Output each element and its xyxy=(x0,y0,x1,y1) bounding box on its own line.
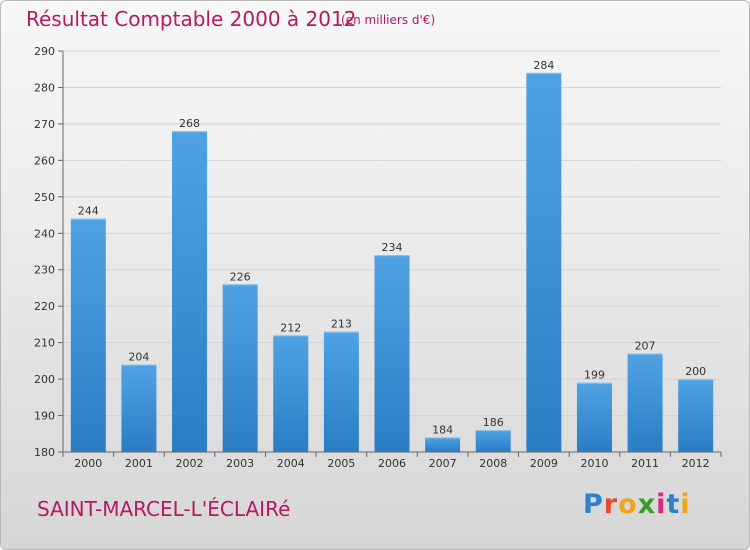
bar xyxy=(425,437,461,452)
x-tick-label: 2005 xyxy=(327,457,355,470)
bar xyxy=(374,255,410,452)
x-tick-label: 2001 xyxy=(125,457,153,470)
axes: 180 190 200 210 220 230 240 250 260 270 280 290 2000… xyxy=(34,45,722,470)
bar xyxy=(678,379,714,452)
logo-letter: i xyxy=(680,489,691,520)
bar xyxy=(475,430,511,452)
y-tick-label: 270 xyxy=(34,118,55,131)
y-tick-label: 210 xyxy=(34,337,55,350)
x-tick-label: 2010 xyxy=(580,457,608,470)
x-tick-label: 2006 xyxy=(378,457,406,470)
data-label: 204 xyxy=(128,351,149,364)
x-tick-label: 2000 xyxy=(74,457,102,470)
data-label: 226 xyxy=(230,270,251,283)
x-tick-label: 2003 xyxy=(226,457,254,470)
y-tick-label: 220 xyxy=(34,300,55,313)
data-label: 268 xyxy=(179,117,200,130)
y-tick-label: 280 xyxy=(34,81,55,94)
data-label: 284 xyxy=(533,59,554,72)
data-label: 244 xyxy=(78,205,99,218)
bar xyxy=(323,331,359,452)
y-tick-label: 260 xyxy=(34,154,55,167)
x-tick-label: 2002 xyxy=(176,457,204,470)
x-tick-label: 2009 xyxy=(530,457,558,470)
logo-letter: P xyxy=(583,489,604,520)
logo-letter: o xyxy=(618,489,638,520)
data-label: 186 xyxy=(483,416,504,429)
bar xyxy=(526,72,562,452)
y-tick-label: 190 xyxy=(34,410,55,423)
x-tick-label: 2008 xyxy=(479,457,507,470)
bar xyxy=(172,131,208,452)
data-label: 234 xyxy=(382,241,403,254)
y-tick-label: 180 xyxy=(34,446,55,459)
chart-title: Résultat Comptable 2000 à 2012 xyxy=(26,7,357,31)
y-tick-label: 290 xyxy=(34,45,55,58)
data-label: 207 xyxy=(635,340,656,353)
place-name: SAINT-MARCEL-L'ÉCLAIRé xyxy=(37,497,291,521)
y-tick-label: 250 xyxy=(34,191,55,204)
chart-subtitle: (en milliers d'€) xyxy=(341,13,436,27)
logo-letter: r xyxy=(603,489,619,520)
x-tick-label: 2007 xyxy=(429,457,457,470)
y-tick-label: 230 xyxy=(34,264,55,277)
logo-letter: t xyxy=(666,489,681,520)
bars: 244 204 268 226 212 213 234 184 186 284 199 207 200 xyxy=(70,59,714,452)
x-tick-label: 2004 xyxy=(277,457,305,470)
y-tick-label: 240 xyxy=(34,227,55,240)
logo-letter: i xyxy=(656,489,667,520)
y-tick-label: 200 xyxy=(34,373,55,386)
data-label: 200 xyxy=(685,365,706,378)
bar xyxy=(273,335,309,452)
data-label: 213 xyxy=(331,318,352,331)
data-label: 199 xyxy=(584,369,605,382)
proxiti-logo: Proxiti xyxy=(583,489,691,520)
bar xyxy=(627,353,663,452)
data-label: 184 xyxy=(432,423,453,436)
bar xyxy=(121,364,157,452)
bar xyxy=(70,218,106,452)
bar xyxy=(576,382,612,452)
bar xyxy=(222,284,258,452)
logo-letter: x xyxy=(637,489,657,520)
x-tick-label: 2012 xyxy=(682,457,710,470)
x-tick-label: 2011 xyxy=(631,457,659,470)
data-label: 212 xyxy=(280,321,301,334)
